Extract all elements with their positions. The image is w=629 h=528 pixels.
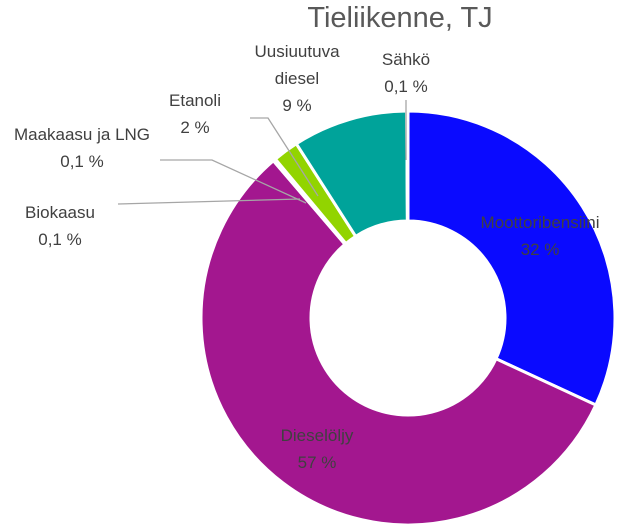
value-label: 2 %	[180, 118, 210, 137]
leader-line	[117, 198, 301, 205]
value-label: 0,1 %	[384, 77, 428, 96]
value-label: 57 %	[297, 453, 337, 472]
category-label: Dieselöljy	[280, 426, 354, 445]
leader-line	[250, 117, 319, 197]
category-label: Maakaasu ja LNG	[13, 125, 151, 144]
value-label: 0,1 %	[60, 152, 104, 171]
category-label: Uusiuutuva diesel	[254, 42, 340, 88]
category-label: Biokaasu	[25, 203, 95, 222]
donut-slice	[406, 109, 617, 408]
value-label: 9 %	[282, 96, 312, 115]
donut-slice	[199, 158, 598, 527]
value-label: 32 %	[520, 240, 560, 259]
leader-line	[160, 159, 307, 204]
category-label: Moottoribensiini	[480, 213, 600, 232]
category-label: Sähkö	[381, 50, 431, 69]
donut-slice	[405, 109, 410, 223]
chart-title: Tieliikenne, TJ	[307, 2, 493, 34]
value-label: 0,1 %	[38, 230, 82, 249]
category-label: Etanoli	[169, 91, 221, 110]
